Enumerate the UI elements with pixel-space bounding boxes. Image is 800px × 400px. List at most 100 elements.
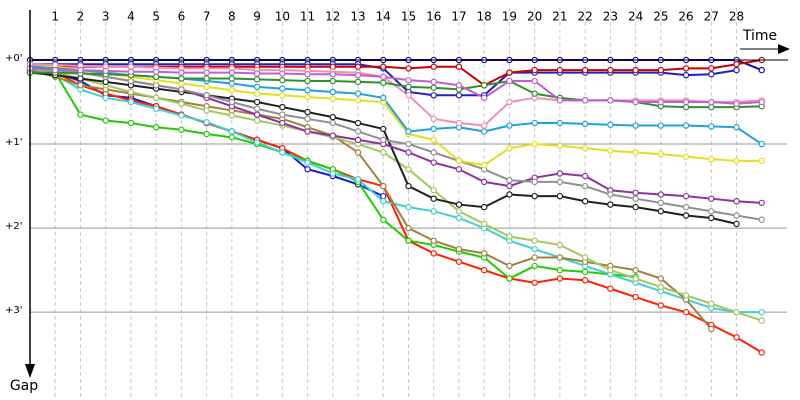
- data-point: [253, 76, 261, 83]
- data-point: [405, 166, 412, 173]
- data-point: [708, 214, 715, 222]
- data-point: [455, 208, 463, 215]
- data-point: [77, 66, 84, 74]
- data-point: [405, 83, 412, 91]
- data-point: [506, 98, 513, 106]
- data-point: [607, 266, 614, 274]
- x-tick-label: 23: [603, 10, 618, 24]
- x-tick-label: 14: [376, 10, 391, 24]
- data-point: [405, 76, 412, 84]
- y-tick-label: +0': [5, 53, 23, 64]
- series-line: [29, 63, 762, 127]
- data-point: [682, 308, 690, 316]
- data-point: [632, 122, 639, 129]
- data-point: [430, 195, 437, 202]
- data-point: [632, 293, 639, 301]
- data-point: [733, 308, 740, 316]
- data-point: [279, 70, 286, 77]
- data-point: [304, 159, 311, 166]
- data-point: [733, 220, 740, 228]
- data-point: [228, 128, 236, 135]
- data-point: [430, 187, 437, 194]
- data-point: [581, 277, 589, 284]
- x-tick-label: 3: [102, 10, 110, 24]
- data-point: [405, 92, 412, 99]
- data-point: [758, 349, 765, 356]
- data-point: [203, 75, 210, 82]
- data-point: [682, 153, 690, 160]
- data-point: [380, 192, 387, 200]
- data-point: [380, 182, 387, 190]
- data-point: [354, 63, 362, 70]
- data-point: [430, 136, 437, 144]
- data-point: [682, 192, 690, 200]
- x-tick-label: 17: [451, 10, 466, 24]
- data-point: [708, 325, 715, 333]
- y-tick-label: +3': [5, 305, 23, 316]
- data-point: [152, 124, 160, 131]
- data-point: [481, 203, 488, 211]
- data-point: [380, 136, 387, 144]
- data-point: [380, 63, 387, 70]
- data-point: [531, 237, 538, 244]
- data-point: [354, 78, 362, 86]
- data-point: [228, 112, 236, 119]
- data-point: [430, 115, 437, 123]
- data-point: [657, 275, 665, 282]
- data-point: [405, 128, 412, 135]
- data-point: [506, 69, 513, 76]
- data-point: [430, 63, 437, 70]
- data-point: [304, 128, 311, 135]
- data-point: [354, 97, 362, 104]
- data-point: [279, 111, 286, 118]
- data-point: [607, 66, 614, 74]
- data-point: [52, 66, 59, 74]
- x-tick-label: 4: [127, 10, 135, 24]
- data-point: [657, 191, 665, 198]
- x-tick-label: 2: [77, 10, 85, 24]
- data-point: [253, 105, 261, 112]
- data-point: [430, 92, 437, 99]
- data-point: [127, 119, 135, 127]
- data-point: [481, 266, 488, 274]
- data-point: [733, 66, 740, 74]
- series-line: [29, 67, 763, 322]
- data-point: [581, 145, 589, 152]
- data-point: [127, 98, 135, 106]
- data-point: [682, 103, 690, 111]
- data-point: [733, 124, 740, 131]
- data-point: [556, 254, 564, 261]
- data-point: [556, 170, 564, 177]
- data-point: [455, 214, 463, 222]
- data-point: [581, 198, 589, 205]
- x-tick-label: 11: [300, 10, 315, 24]
- data-point: [354, 119, 362, 127]
- data-point: [657, 98, 665, 106]
- data-point: [405, 237, 412, 244]
- data-point: [430, 149, 437, 156]
- data-point: [506, 122, 513, 129]
- data-point: [506, 77, 513, 85]
- data-point: [581, 182, 589, 190]
- data-point: [178, 100, 185, 107]
- data-point: [632, 66, 639, 74]
- data-point: [253, 139, 261, 146]
- data-point: [253, 90, 261, 97]
- x-tick-label: 10: [275, 10, 290, 24]
- data-point: [329, 88, 336, 96]
- data-point: [430, 208, 437, 215]
- data-point: [152, 73, 160, 81]
- data-point: [405, 203, 412, 211]
- data-point: [455, 258, 463, 265]
- data-point: [380, 79, 387, 86]
- data-point: [531, 66, 538, 74]
- data-point: [481, 220, 488, 228]
- series-line: [29, 67, 763, 354]
- data-point: [607, 121, 614, 128]
- data-point: [455, 245, 463, 253]
- data-point: [203, 130, 210, 138]
- data-point: [354, 176, 362, 183]
- data-point: [556, 241, 564, 249]
- series-line: [29, 67, 762, 221]
- data-point: [531, 90, 538, 97]
